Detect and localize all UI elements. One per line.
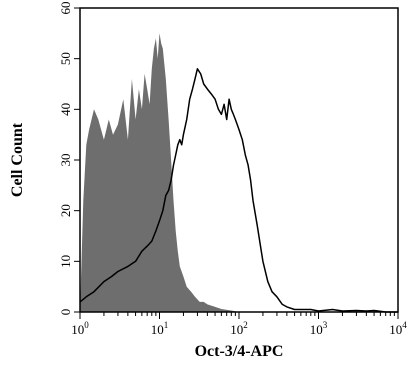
y-tick-label-5: 50 (58, 52, 73, 65)
y-tick-label-4: 40 (58, 103, 73, 116)
series-0-filled-histogram (80, 33, 239, 313)
y-tick-label-0: 0 (58, 309, 73, 316)
x-tick-label-1: 101 (151, 320, 169, 337)
y-tick-label-1: 10 (58, 255, 73, 268)
y-tick-label-6: 60 (58, 2, 73, 15)
y-axis-title: Cell Count (9, 122, 26, 197)
y-tick-label-3: 30 (58, 154, 73, 167)
x-tick-label-3: 103 (310, 320, 328, 337)
x-axis-title: Oct-3/4-APC (195, 343, 284, 360)
y-tick-label-2: 20 (58, 204, 73, 217)
ticks-layer: 100 101 102 103 104 0 10 20 30 40 50 60 (58, 2, 407, 338)
x-tick-label-4: 104 (389, 320, 407, 337)
x-tick-label-2: 102 (230, 320, 248, 337)
series-1-line-histogram (79, 68, 398, 313)
series-layer (79, 33, 398, 313)
x-tick-label-0: 100 (71, 320, 89, 337)
